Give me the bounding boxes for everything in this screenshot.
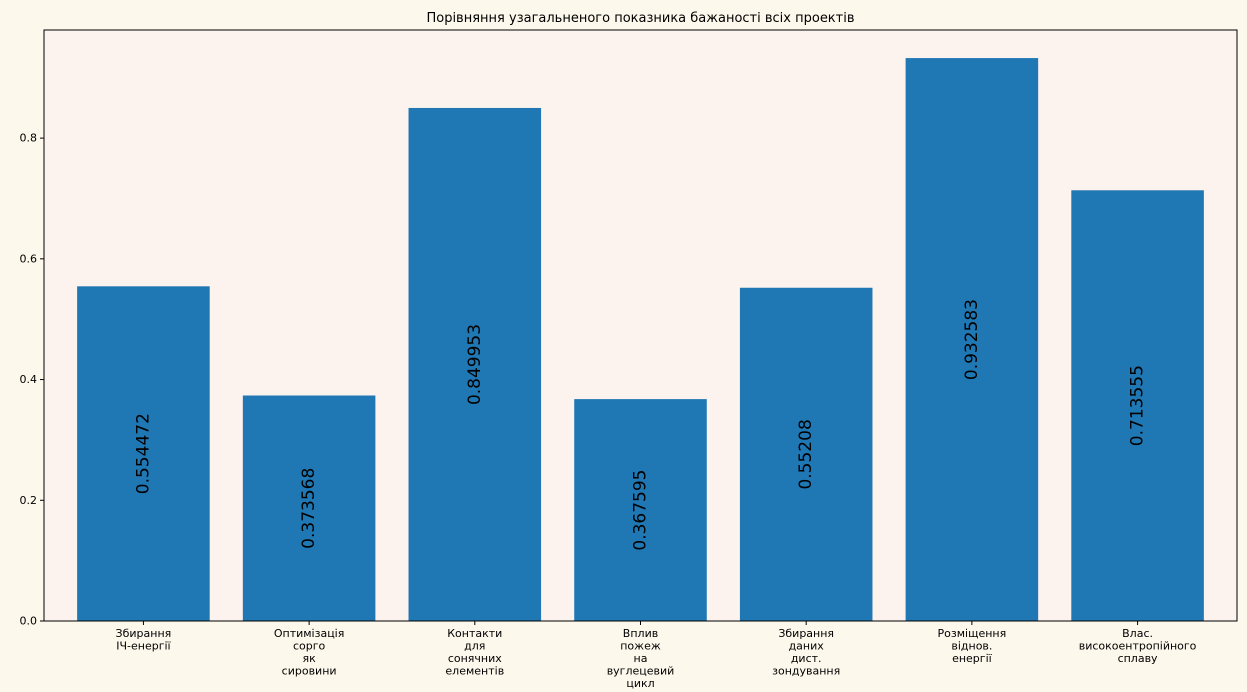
x-tick-label-line: пожеж [620,640,661,653]
y-tick-label: 0.4 [20,373,38,386]
x-tick-label-line: сонячних [448,652,502,665]
y-tick-label: 0.8 [20,132,38,145]
x-tick-label-line: сплаву [1118,652,1158,665]
x-tick-label: Контакти для сонячних елементів [445,627,504,678]
x-tick-label-line: віднов. [951,640,992,653]
x-tick-label-line: зондування [772,665,840,678]
chart-title: Порівняння узагальненого показника бажан… [426,11,854,26]
bar-7 [1071,190,1204,621]
x-tick-label-line: енергії [952,652,993,665]
x-tick-label-line: цикл [626,677,654,690]
x-tick-label-line: сировини [282,665,337,678]
x-tick-label: Розміщення віднов. енергії [938,627,1007,665]
bar-5 [739,287,873,621]
x-tick-label: Влас. високоентропійного сплаву [1079,627,1197,665]
y-tick-label: 0.2 [20,494,38,507]
x-tick-label: Збирання ІЧ-енергії [116,627,172,653]
bar-4 [574,399,707,621]
bar-value-label: 0.849953 [465,324,485,405]
x-tick-label-line: високоентропійного [1079,640,1197,653]
x-tick-label-line: ІЧ-енергії [116,640,171,653]
x-tick-label: Збирання даних дист. зондування [772,627,840,678]
y-tick-label: 0.6 [20,252,38,265]
bar-3 [408,107,542,621]
x-tick-label: Оптимізація сорго як сировини [274,627,345,678]
x-tick-label-line: сорго [293,640,326,653]
x-tick-label-line: Збирання [778,627,834,640]
x-tick-label-line: вуглецевий [607,665,675,678]
x-tick-label-line: на [634,652,648,665]
bar-value-label: 0.55208 [796,419,816,489]
bar-value-label: 0.932583 [962,299,982,380]
bar-value-label: 0.367595 [631,469,651,550]
x-tick-label-line: елементів [445,665,504,678]
plot-frame [43,29,1238,622]
x-tick-label-line: для [464,640,485,653]
x-tick-label-line: Розміщення [938,627,1007,640]
bar-value-label: 0.713555 [1128,365,1148,446]
x-tick-label: Вплив пожеж на вуглецевий цикл [607,627,675,690]
x-tick-label-line: Збирання [116,627,172,640]
x-tick-label-line: дист. [791,652,822,665]
bar-1 [77,286,210,621]
bar-labels-group: 0.554472 0.373568 0.849953 0.367595 0.55208 0… [133,299,1147,551]
y-axis: 0.0 0.2 0.4 0.6 0.8 [20,132,44,628]
bars-group [77,58,1204,622]
x-tick-label-line: Вплив [623,627,658,640]
x-tick-label-line: Контакти [447,627,502,640]
x-tick-label-line: Влас. [1122,627,1153,640]
x-tick-label-line: Оптимізація [274,627,345,640]
bar-6 [905,58,1039,622]
x-tick-label-line: даних [789,640,825,653]
bar-value-label: 0.554472 [133,413,153,494]
x-tick-label-line: як [302,652,316,665]
bar-2 [242,395,376,621]
bar-value-label: 0.373568 [299,468,319,549]
y-tick-label: 0.0 [20,615,38,628]
